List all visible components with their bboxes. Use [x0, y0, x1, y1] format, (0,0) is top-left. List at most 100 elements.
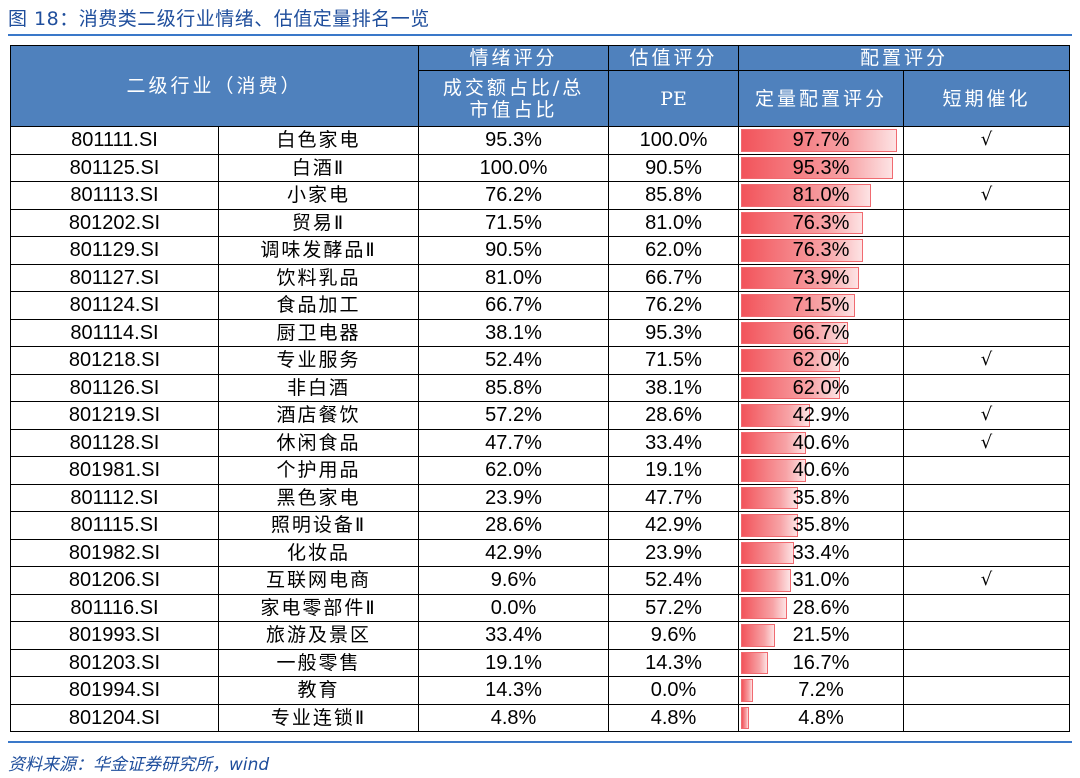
catalyst-check: √: [903, 566, 1071, 595]
allocation-score: 76.3%: [792, 211, 850, 234]
table-row: 801125.SI 白酒Ⅱ 100.0% 90.5% 95.3%: [10, 153, 1071, 182]
industry-code: 801982.SI: [10, 538, 219, 567]
catalyst-check: [903, 236, 1071, 265]
catalyst-check: [903, 703, 1071, 732]
industry-code: 801994.SI: [10, 676, 219, 705]
valuation-score: 38.1%: [608, 373, 740, 402]
allocation-score-cell: 40.6%: [738, 428, 905, 457]
valuation-score: 0.0%: [608, 676, 740, 705]
industry-name: 非白酒: [217, 373, 420, 402]
header-allocation-catalyst: 短期催化: [903, 70, 1071, 127]
allocation-score-cell: 97.7%: [738, 126, 905, 155]
industry-code: 801203.SI: [10, 648, 219, 677]
source-divider: [8, 741, 1072, 743]
catalyst-check: [903, 263, 1071, 292]
sentiment-score: 95.3%: [418, 126, 610, 155]
allocation-score-cell: 35.8%: [738, 511, 905, 540]
ranking-table: 二级行业（消费） 情绪评分 估值评分 配置评分 成交额占比/总市值占比 PE 定…: [9, 45, 1071, 732]
industry-name: 照明设备Ⅱ: [217, 511, 420, 540]
score-bar: [741, 266, 860, 289]
sentiment-score: 33.4%: [418, 621, 610, 650]
figure-title: 图 18：消费类二级行业情绪、估值定量排名一览: [8, 8, 430, 30]
score-bar: [741, 541, 795, 564]
industry-code: 801206.SI: [10, 566, 219, 595]
score-bar: [741, 706, 749, 729]
catalyst-check: [903, 676, 1071, 705]
allocation-score-cell: 4.8%: [738, 703, 905, 732]
score-bar: [741, 321, 848, 344]
score-bar: [741, 624, 776, 647]
allocation-score: 40.6%: [792, 431, 850, 454]
allocation-score-cell: 31.0%: [738, 566, 905, 595]
industry-name: 专业服务: [217, 346, 420, 375]
allocation-score: 95.3%: [792, 156, 850, 179]
catalyst-check: [903, 291, 1071, 320]
catalyst-check: [903, 593, 1071, 622]
allocation-score-cell: 62.0%: [738, 373, 905, 402]
score-bar: [741, 514, 799, 537]
valuation-score: 4.8%: [608, 703, 740, 732]
score-bar: [741, 679, 753, 702]
table-row: 801111.SI 白色家电 95.3% 100.0% 97.7% √: [10, 126, 1071, 155]
industry-name: 白酒Ⅱ: [217, 153, 420, 182]
sentiment-score: 52.4%: [418, 346, 610, 375]
industry-code: 801112.SI: [10, 483, 219, 512]
table-row: 801128.SI 休闲食品 47.7% 33.4% 40.6% √: [10, 428, 1071, 457]
valuation-score: 42.9%: [608, 511, 740, 540]
catalyst-check: [903, 208, 1071, 237]
valuation-score: 14.3%: [608, 648, 740, 677]
header-valuation: 估值评分: [608, 45, 740, 71]
score-bar: [741, 156, 894, 179]
score-bar: [741, 651, 768, 674]
allocation-score-cell: 16.7%: [738, 648, 905, 677]
catalyst-check: [903, 318, 1071, 347]
industry-name: 厨卫电器: [217, 318, 420, 347]
valuation-score: 47.7%: [608, 483, 740, 512]
table-row: 801115.SI 照明设备Ⅱ 28.6% 42.9% 35.8%: [10, 511, 1071, 540]
sentiment-score: 42.9%: [418, 538, 610, 567]
valuation-score: 66.7%: [608, 263, 740, 292]
industry-code: 801124.SI: [10, 291, 219, 320]
catalyst-check: [903, 621, 1071, 650]
score-bar: [741, 211, 864, 234]
industry-code: 801218.SI: [10, 346, 219, 375]
title-divider: [8, 34, 1072, 36]
table-row: 801116.SI 家电零部件Ⅱ 0.0% 57.2% 28.6%: [10, 593, 1071, 622]
allocation-score: 71.5%: [792, 294, 850, 317]
sentiment-score: 47.7%: [418, 428, 610, 457]
header-allocation: 配置评分: [738, 45, 1071, 71]
table-row: 801981.SI 个护用品 62.0% 19.1% 40.6%: [10, 456, 1071, 485]
industry-name: 教育: [217, 676, 420, 705]
industry-name: 互联网电商: [217, 566, 420, 595]
industry-name: 专业连锁Ⅱ: [217, 703, 420, 732]
valuation-score: 52.4%: [608, 566, 740, 595]
score-bar: [741, 239, 864, 262]
allocation-score-cell: 28.6%: [738, 593, 905, 622]
industry-code: 801114.SI: [10, 318, 219, 347]
allocation-score-cell: 40.6%: [738, 456, 905, 485]
score-bar: [741, 404, 810, 427]
table-row: 801218.SI 专业服务 52.4% 71.5% 62.0% √: [10, 346, 1071, 375]
allocation-score-cell: 35.8%: [738, 483, 905, 512]
allocation-score: 76.3%: [792, 239, 850, 262]
industry-code: 801128.SI: [10, 428, 219, 457]
score-bar: [741, 129, 898, 152]
allocation-score-cell: 81.0%: [738, 181, 905, 210]
table-body: 801111.SI 白色家电 95.3% 100.0% 97.7% √ 801125.SI 白…: [10, 126, 1071, 732]
industry-code: 801125.SI: [10, 153, 219, 182]
valuation-score: 19.1%: [608, 456, 740, 485]
table-row: 801206.SI 互联网电商 9.6% 52.4% 31.0% √: [10, 566, 1071, 595]
industry-code: 801129.SI: [10, 236, 219, 265]
industry-code: 801981.SI: [10, 456, 219, 485]
valuation-score: 81.0%: [608, 208, 740, 237]
allocation-score: 33.4%: [792, 541, 850, 564]
catalyst-check: √: [903, 126, 1071, 155]
valuation-score: 9.6%: [608, 621, 740, 650]
industry-name: 贸易Ⅱ: [217, 208, 420, 237]
sentiment-score: 28.6%: [418, 511, 610, 540]
header-sentiment: 情绪评分: [418, 45, 610, 71]
allocation-score-cell: 73.9%: [738, 263, 905, 292]
industry-name: 调味发酵品Ⅱ: [217, 236, 420, 265]
industry-code: 801113.SI: [10, 181, 219, 210]
allocation-score: 31.0%: [792, 569, 850, 592]
